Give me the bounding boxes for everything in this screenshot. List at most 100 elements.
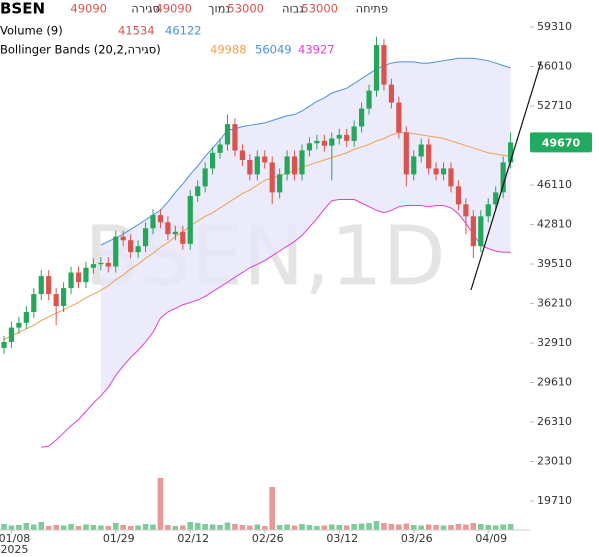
trend-line (470, 61, 542, 291)
x-tick-label: 02/26 (252, 532, 284, 545)
volume-bar (478, 524, 484, 530)
legend: BSEN Volume (9) 41534 46122 Bollinger Ba… (0, 0, 335, 57)
volume-bar (366, 523, 372, 530)
candle-body (321, 140, 327, 146)
candle-body (433, 168, 439, 175)
candle-body (224, 124, 231, 145)
candle-body (336, 134, 342, 139)
volume-bar (202, 524, 208, 530)
candle-body (262, 156, 268, 163)
y-tick-label: 42810 (537, 218, 572, 231)
candle-body (269, 162, 275, 193)
candle-body (105, 262, 111, 267)
y-tick-label: 19710 (537, 494, 572, 507)
candle-body (8, 327, 15, 342)
x-tick-label: 04/09 (475, 532, 507, 545)
volume-bar (306, 525, 313, 530)
candle-body (217, 144, 223, 153)
volume-bar (321, 525, 328, 530)
candle-body (120, 236, 126, 241)
volume-bar (68, 524, 74, 530)
volume-bar (187, 522, 194, 530)
candle-body (478, 216, 484, 247)
overlay-line (100, 57, 511, 246)
volume-bar (500, 524, 506, 530)
candle-body (165, 222, 171, 235)
candle-body (53, 294, 59, 307)
volume-bar (165, 525, 171, 530)
volume-bar (23, 523, 30, 530)
symbol: BSEN (0, 0, 45, 18)
candle-body (210, 152, 216, 169)
candle-body (493, 192, 499, 205)
volume-bar (254, 524, 261, 530)
volume-value: 41534 (118, 24, 155, 38)
candle-body (381, 45, 387, 85)
bb-value: 56049 (255, 43, 292, 57)
volume-bar (381, 523, 387, 530)
field-value: 49090 (155, 2, 192, 16)
candle-body (329, 138, 335, 146)
volume-bar (291, 525, 298, 530)
candle-body (277, 174, 283, 193)
candle-body (284, 156, 290, 175)
volume-bar (135, 525, 141, 530)
candle-body (98, 262, 104, 265)
candle-body (299, 150, 305, 175)
candle-body (463, 204, 469, 217)
y-tick-label: 46110 (537, 178, 572, 191)
candle-body (448, 168, 454, 187)
volume-bar (194, 523, 201, 530)
y-tick-label: 59310 (537, 20, 572, 33)
x-tick-label: 03/26 (401, 532, 433, 545)
candle-body (470, 216, 476, 247)
candle-body (373, 45, 380, 91)
candle-body (500, 162, 506, 193)
volume-bar (396, 524, 402, 530)
candle-body (38, 276, 44, 295)
volume-bar (232, 524, 238, 530)
volume-bar (284, 524, 290, 530)
volume-bar (105, 526, 112, 530)
field-value: 53000 (301, 2, 338, 16)
volume-bar (157, 478, 164, 530)
candle-body (150, 215, 156, 229)
plot-area: BSEN,1D (1, 36, 514, 530)
volume-bar (470, 523, 477, 530)
candle-body (75, 272, 82, 283)
candle-body (359, 108, 365, 127)
last-price-box (530, 132, 592, 153)
y-tick-label: 52710 (537, 99, 572, 112)
volume-bar (247, 525, 253, 530)
volume-bar (276, 525, 283, 530)
volume-bar (455, 524, 462, 530)
field-value: 49090 (70, 2, 107, 16)
volume-bar (388, 524, 395, 530)
candle-body (485, 204, 491, 217)
candle-body (31, 294, 37, 313)
candle-body (351, 126, 357, 141)
volume-bar (269, 487, 275, 530)
volume-bar (217, 525, 223, 530)
volume-bar (343, 525, 350, 530)
candle-body (61, 288, 67, 307)
volume-bar (507, 524, 514, 530)
candle-body (172, 231, 178, 235)
candle-body (314, 140, 320, 144)
y-tick-label: 26310 (537, 415, 572, 428)
volume-bar (261, 526, 268, 530)
volume-bar (83, 524, 89, 530)
volume-bar (53, 525, 59, 530)
y-tick-label: 39510 (537, 257, 572, 270)
volume-bar (8, 525, 15, 530)
candle-body (232, 124, 238, 151)
volume-bar (75, 526, 82, 530)
volume-bar (209, 524, 216, 530)
bb-label: Bollinger Bands (20,2,סגירה) (0, 43, 161, 57)
candle-body (396, 102, 402, 133)
volume-bar (433, 525, 439, 530)
candle-body (411, 156, 417, 175)
volume-bar (38, 522, 45, 530)
overlay-line (3, 132, 511, 341)
